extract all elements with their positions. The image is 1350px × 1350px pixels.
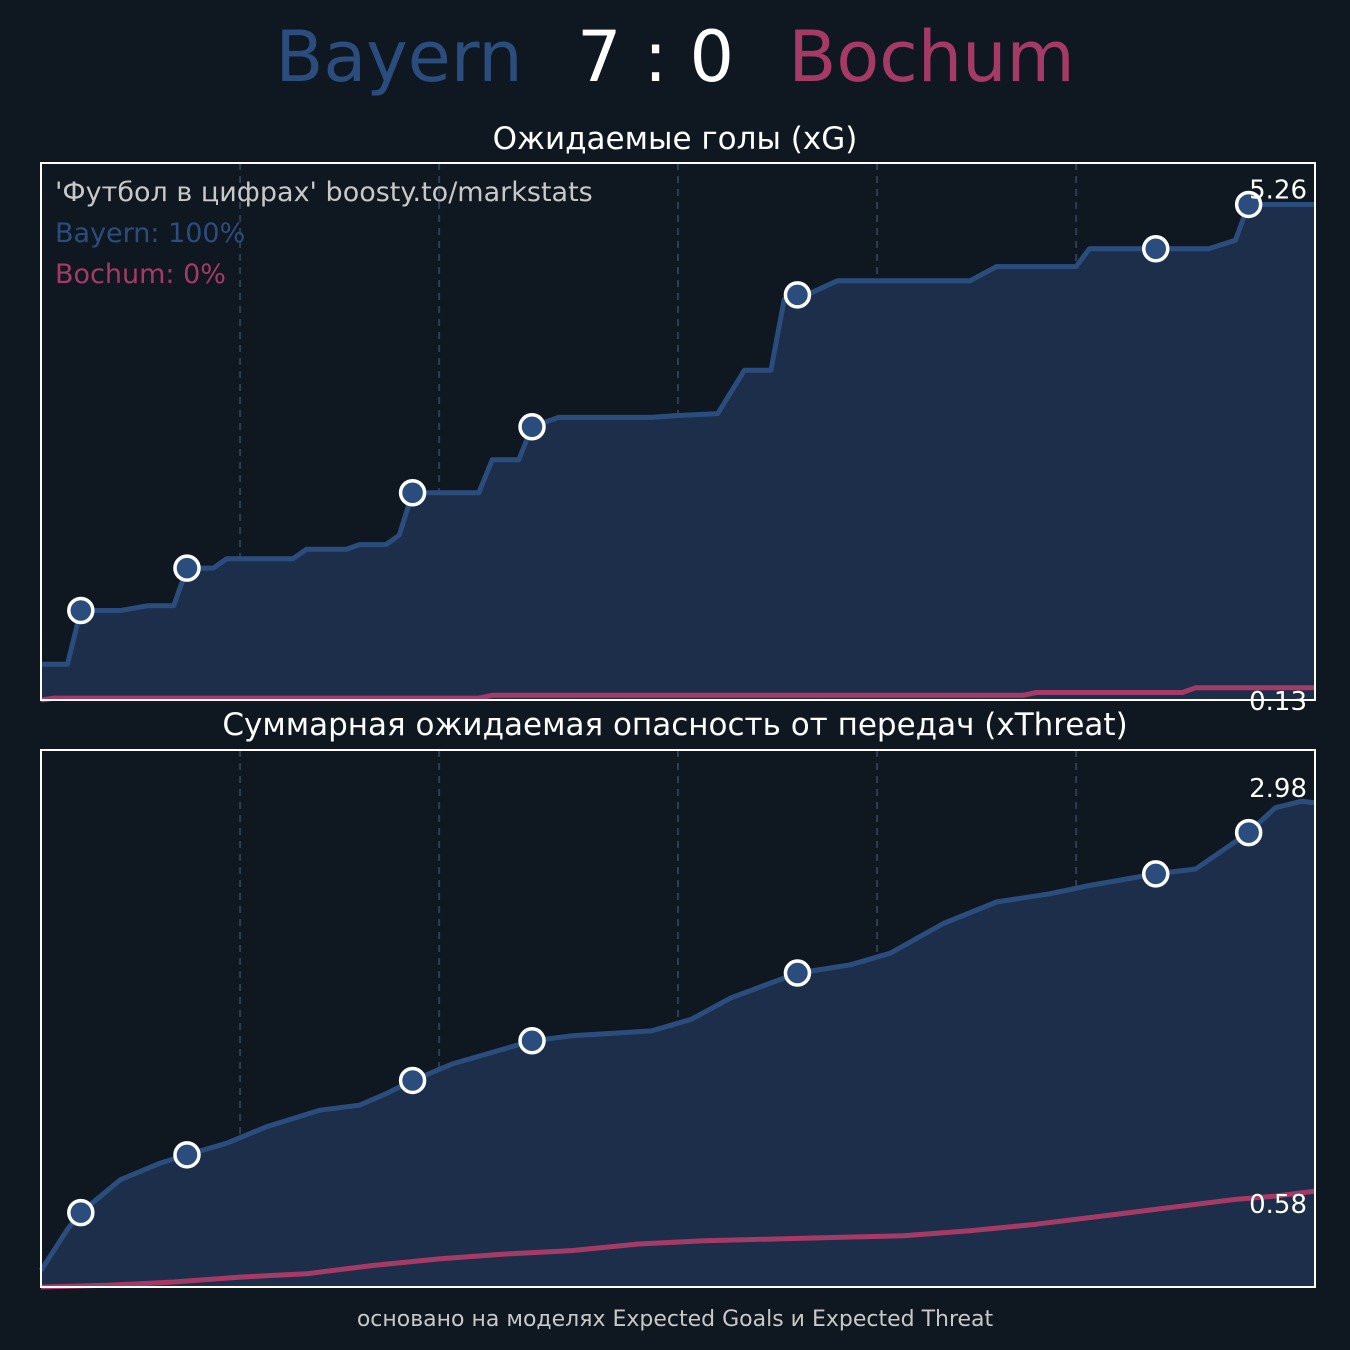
xg-home-line (41, 202, 1315, 667)
xg-home-area (41, 204, 1315, 700)
footer-note: основано на моделях Expected Goals и Exp… (356, 1307, 994, 1332)
xt-goal-marker (1142, 860, 1170, 888)
xt-goal-marker (1234, 818, 1263, 847)
match-score: 7 : 0 (576, 16, 735, 98)
xg-goal-marker (1234, 190, 1263, 219)
xg-goal-marker (67, 596, 95, 625)
xg-goal-marker (173, 554, 201, 582)
xg-away-line (40, 685, 1315, 703)
xg-home-end-label: 5.26 (1249, 175, 1307, 205)
home-win-probability: Bayern: 100% (55, 218, 246, 249)
xg-goal-marker (783, 281, 812, 309)
xt-goal-marker (518, 1027, 546, 1055)
xt-home-area (41, 801, 1315, 1287)
xt-goal-marker (173, 1141, 201, 1169)
xg-chart-title: Ожидаемые голы (xG) (492, 121, 858, 157)
xt-goal-marker (783, 959, 812, 987)
xt-home-end-label: 2.98 (1249, 774, 1307, 804)
match-header: Bayern 7 : 0 Bochum (0, 22, 1350, 92)
xg-frame (40, 162, 1316, 701)
xt-goal-marker (67, 1198, 95, 1227)
xg-away-end-label: 0.13 (1249, 687, 1307, 717)
xt-away-line (40, 1188, 1316, 1290)
xt-goal-marker (398, 1066, 427, 1095)
xt-away-end-label: 0.58 (1249, 1190, 1307, 1220)
xg-goal-marker (398, 478, 427, 507)
chart-info: 'Футбол в цифрах' boosty.to/markstats Ba… (55, 172, 593, 295)
source-credit: 'Футбол в цифрах' boosty.to/markstats (55, 177, 593, 208)
xthreat-chart-title: Суммарная ожидаемая опасность от передач… (222, 707, 1128, 743)
home-team-name: Bayern (275, 16, 523, 98)
away-win-probability: Bochum: 0% (55, 259, 226, 290)
xg-goal-marker (518, 413, 546, 441)
away-team-name: Bochum (788, 16, 1075, 98)
xt-frame (40, 749, 1316, 1288)
xg-goal-marker (1142, 234, 1170, 263)
